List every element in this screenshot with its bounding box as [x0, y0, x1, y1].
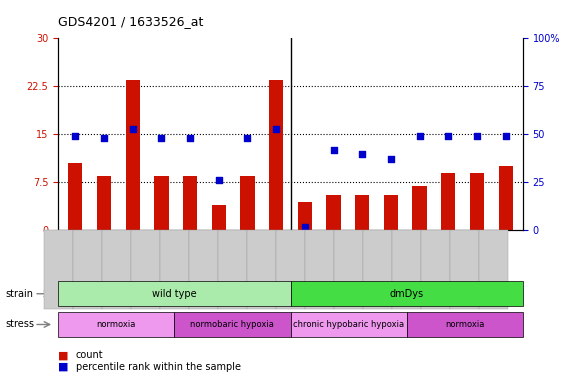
Bar	[327, 195, 340, 230]
Point	[357, 151, 367, 157]
Text: dmDys: dmDys	[390, 289, 424, 299]
Point	[243, 135, 252, 141]
Text: GDS4201 / 1633526_at: GDS4201 / 1633526_at	[58, 15, 203, 28]
Text: stress: stress	[6, 319, 35, 329]
Text: count: count	[76, 350, 103, 360]
Text: chronic hypobaric hypoxia: chronic hypobaric hypoxia	[293, 320, 404, 329]
Text: strain: strain	[6, 289, 34, 299]
Point	[128, 126, 137, 132]
Text: ■: ■	[58, 362, 69, 372]
Bar	[470, 173, 484, 230]
Point	[157, 135, 166, 141]
Point	[501, 133, 510, 139]
Bar	[125, 80, 140, 230]
Bar	[355, 195, 370, 230]
Text: normoxia: normoxia	[445, 320, 485, 329]
Point	[71, 133, 80, 139]
Point	[214, 177, 224, 184]
Point	[386, 156, 396, 162]
Bar	[269, 80, 284, 230]
Bar	[154, 176, 168, 230]
Bar	[183, 176, 198, 230]
Bar	[383, 195, 398, 230]
Point	[415, 133, 424, 139]
Bar	[498, 166, 513, 230]
Bar	[413, 185, 427, 230]
Bar	[441, 173, 456, 230]
Point	[99, 135, 109, 141]
Bar	[241, 176, 254, 230]
Point	[329, 147, 338, 153]
Text: ■: ■	[58, 350, 69, 360]
Point	[271, 126, 281, 132]
Bar	[68, 163, 83, 230]
Text: wild type: wild type	[152, 289, 196, 299]
Point	[444, 133, 453, 139]
Point	[185, 135, 195, 141]
Bar	[297, 202, 312, 230]
Text: normobaric hypoxia: normobaric hypoxia	[191, 320, 274, 329]
Text: percentile rank within the sample: percentile rank within the sample	[76, 362, 241, 372]
Bar	[211, 205, 226, 230]
Text: normoxia: normoxia	[96, 320, 136, 329]
Point	[472, 133, 482, 139]
Point	[300, 223, 310, 230]
Bar	[97, 176, 111, 230]
